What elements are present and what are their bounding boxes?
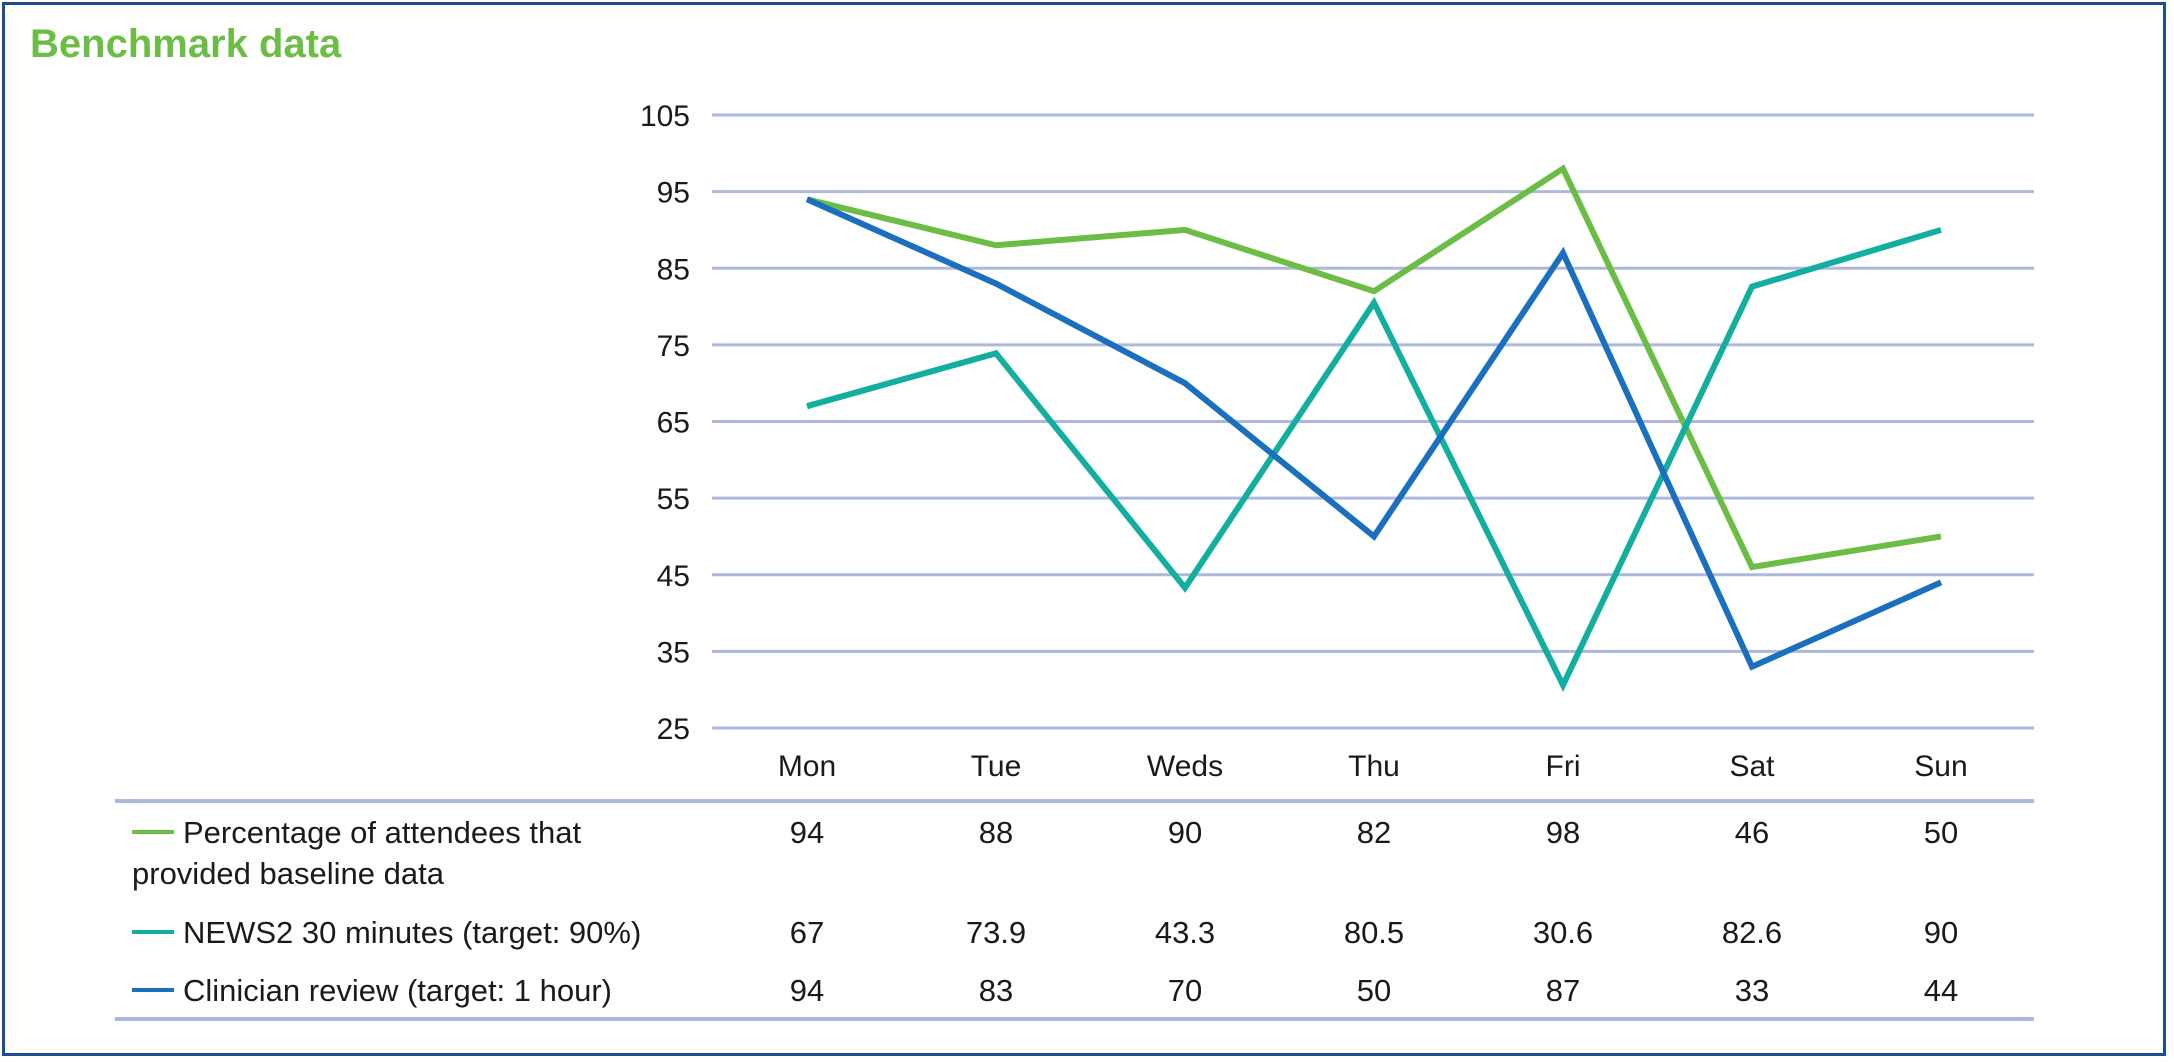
y-axis-ticks: 105 95 85 75 65 55 45 35 25 [640, 100, 690, 746]
y-tick-label: 75 [657, 330, 690, 363]
chart-title: Benchmark data [30, 22, 342, 66]
x-tick-label: Sun [1914, 750, 1967, 783]
data-label: 87 [1546, 973, 1580, 1008]
series-line-2 [806, 227, 1942, 692]
data-label: 94 [790, 815, 824, 850]
legend-label: Clinician review (target: 1 hour) [183, 973, 612, 1008]
x-tick-label: Sat [1729, 750, 1775, 783]
x-tick-label: Thu [1348, 750, 1400, 783]
series-line-1 [806, 164, 1942, 571]
gridlines [712, 113, 2034, 730]
data-label: 98 [1546, 815, 1580, 850]
x-axis-ticks: Mon Tue Weds Thu Fri Sat Sun [778, 750, 1968, 783]
data-label: 50 [1924, 815, 1958, 850]
legend-label: provided baseline data [132, 856, 445, 891]
data-label: 70 [1168, 973, 1202, 1008]
legend-label: NEWS2 30 minutes (target: 90%) [183, 915, 641, 950]
series-lines [805, 164, 1943, 692]
data-label: 43.3 [1155, 915, 1215, 950]
data-label: 82.6 [1722, 915, 1782, 950]
x-tick-label: Mon [778, 750, 836, 783]
x-tick-label: Weds [1147, 750, 1223, 783]
data-label: 50 [1357, 973, 1391, 1008]
y-tick-label: 95 [657, 177, 690, 210]
data-label: 94 [790, 973, 824, 1008]
data-label: 33 [1735, 973, 1769, 1008]
data-label: 44 [1924, 973, 1958, 1008]
y-tick-label: 65 [657, 407, 690, 440]
y-tick-label: 35 [657, 636, 690, 669]
y-tick-label: 55 [657, 483, 690, 516]
y-tick-label: 45 [657, 560, 690, 593]
data-label: 46 [1735, 815, 1769, 850]
y-tick-label: 105 [640, 100, 690, 133]
data-label: 80.5 [1344, 915, 1404, 950]
data-label: 83 [979, 973, 1013, 1008]
data-label: 90 [1924, 915, 1958, 950]
data-label: 67 [790, 915, 824, 950]
y-tick-label: 25 [657, 713, 690, 746]
data-table: Percentage of attendees that provided bas… [115, 799, 2034, 1021]
legend-label: Percentage of attendees that [183, 815, 582, 850]
data-label: 90 [1168, 815, 1202, 850]
data-label: 82 [1357, 815, 1391, 850]
y-tick-label: 85 [657, 253, 690, 286]
x-tick-label: Tue [971, 750, 1022, 783]
data-label: 88 [979, 815, 1013, 850]
data-label: 73.9 [966, 915, 1026, 950]
x-tick-label: Fri [1546, 750, 1581, 783]
data-label: 30.6 [1533, 915, 1593, 950]
